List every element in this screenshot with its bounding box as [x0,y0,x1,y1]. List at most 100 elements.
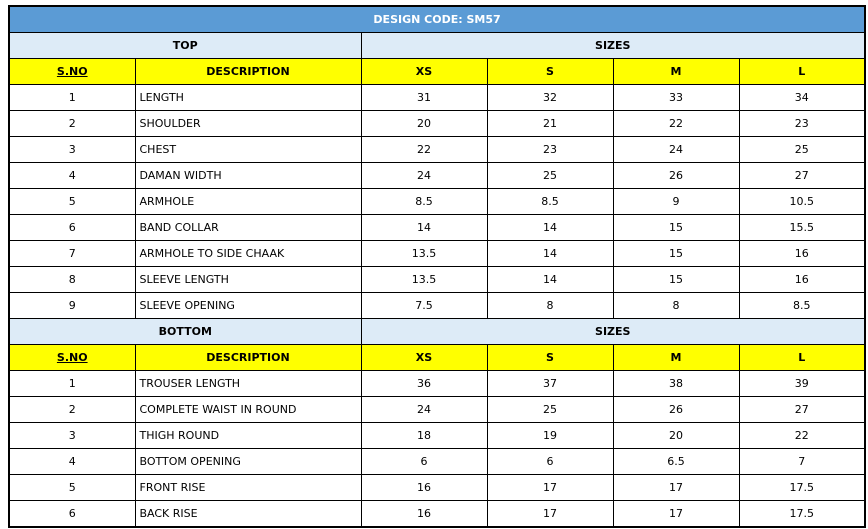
measurement: 17 [612,500,740,528]
section-row: BOTTOM SIZES [8,318,866,345]
data-row: 4 BOTTOM OPENING 6 6 6.5 7 [8,448,866,475]
description: LENGTH [134,84,362,111]
column-header: M [612,58,740,85]
measurement: 15.5 [738,214,866,241]
serial-number: 3 [8,136,136,163]
measurement: 31 [360,84,488,111]
measurement: 13.5 [360,240,488,267]
description: SHOULDER [134,110,362,137]
measurement: 15 [612,240,740,267]
measurement: 17 [612,474,740,501]
measurement: 16 [360,474,488,501]
serial-number: 4 [8,448,136,475]
measurement: 32 [486,84,614,111]
column-header: XS [360,58,488,85]
measurement: 17 [486,500,614,528]
measurement: 20 [360,110,488,137]
description: BAND COLLAR [134,214,362,241]
header-row: S.NO DESCRIPTION XS S M L [8,58,866,85]
data-row: 1 TROUSER LENGTH 36 37 38 39 [8,370,866,397]
data-row: 4 DAMAN WIDTH 24 25 26 27 [8,162,866,189]
measurement: 27 [738,396,866,423]
data-row: 9 SLEEVE OPENING 7.5 8 8 8.5 [8,292,866,319]
measurement: 25 [738,136,866,163]
data-row: 2 SHOULDER 20 21 22 23 [8,110,866,137]
section-label: TOP [8,32,362,59]
serial-number: 3 [8,422,136,449]
measurement: 7 [738,448,866,475]
data-row: 6 BAND COLLAR 14 14 15 15.5 [8,214,866,241]
measurement: 23 [738,110,866,137]
measurement: 16 [360,500,488,528]
measurement: 34 [738,84,866,111]
description: BOTTOM OPENING [134,448,362,475]
measurement: 16 [738,240,866,267]
measurement: 16 [738,266,866,293]
measurement: 37 [486,370,614,397]
measurement: 18 [360,422,488,449]
data-row: 3 THIGH ROUND 18 19 20 22 [8,422,866,449]
size-chart: DESIGN CODE: SM57 TOP SIZES S.NO DESCRIPTIO… [8,5,867,528]
data-row: 5 FRONT RISE 16 17 17 17.5 [8,474,866,501]
title-row: DESIGN CODE: SM57 [8,5,866,33]
measurement: 8.5 [486,188,614,215]
measurement: 14 [486,240,614,267]
measurement: 15 [612,214,740,241]
serial-number: 2 [8,110,136,137]
measurement: 36 [360,370,488,397]
data-row: 6 BACK RISE 16 17 17 17.5 [8,500,866,528]
serial-number: 4 [8,162,136,189]
measurement: 27 [738,162,866,189]
serial-number: 5 [8,188,136,215]
serial-number: 1 [8,84,136,111]
description: FRONT RISE [134,474,362,501]
column-header: M [612,344,740,371]
measurement: 26 [612,396,740,423]
column-header: L [738,58,866,85]
measurement: 25 [486,162,614,189]
column-header: S.NO [8,58,136,85]
measurement: 17 [486,474,614,501]
measurement: 20 [612,422,740,449]
measurement: 25 [486,396,614,423]
measurement: 22 [738,422,866,449]
serial-number: 6 [8,214,136,241]
serial-number: 1 [8,370,136,397]
title: DESIGN CODE: SM57 [8,5,866,33]
column-header: XS [360,344,488,371]
sizes-label: SIZES [360,32,866,59]
serial-number: 6 [8,500,136,528]
measurement: 8.5 [738,292,866,319]
data-row: 5 ARMHOLE 8.5 8.5 9 10.5 [8,188,866,215]
measurement: 9 [612,188,740,215]
measurement: 39 [738,370,866,397]
measurement: 14 [486,214,614,241]
section-row: TOP SIZES [8,32,866,59]
measurement: 17.5 [738,474,866,501]
description: ARMHOLE [134,188,362,215]
description: SLEEVE OPENING [134,292,362,319]
measurement: 14 [486,266,614,293]
measurement: 15 [612,266,740,293]
data-row: 3 CHEST 22 23 24 25 [8,136,866,163]
measurement: 24 [360,396,488,423]
column-header: S [486,344,614,371]
measurement: 17.5 [738,500,866,528]
table-body: DESIGN CODE: SM57 TOP SIZES S.NO DESCRIPTIO… [8,5,866,528]
header-row: S.NO DESCRIPTION XS S M L [8,344,866,371]
measurement: 22 [612,110,740,137]
measurement: 7.5 [360,292,488,319]
measurement: 38 [612,370,740,397]
sizes-label: SIZES [360,318,866,345]
measurement: 23 [486,136,614,163]
section-label: BOTTOM [8,318,362,345]
column-header: DESCRIPTION [134,344,362,371]
measurement: 19 [486,422,614,449]
serial-number: 9 [8,292,136,319]
measurement: 8 [486,292,614,319]
description: THIGH ROUND [134,422,362,449]
serial-number: 2 [8,396,136,423]
column-header: DESCRIPTION [134,58,362,85]
measurement: 21 [486,110,614,137]
